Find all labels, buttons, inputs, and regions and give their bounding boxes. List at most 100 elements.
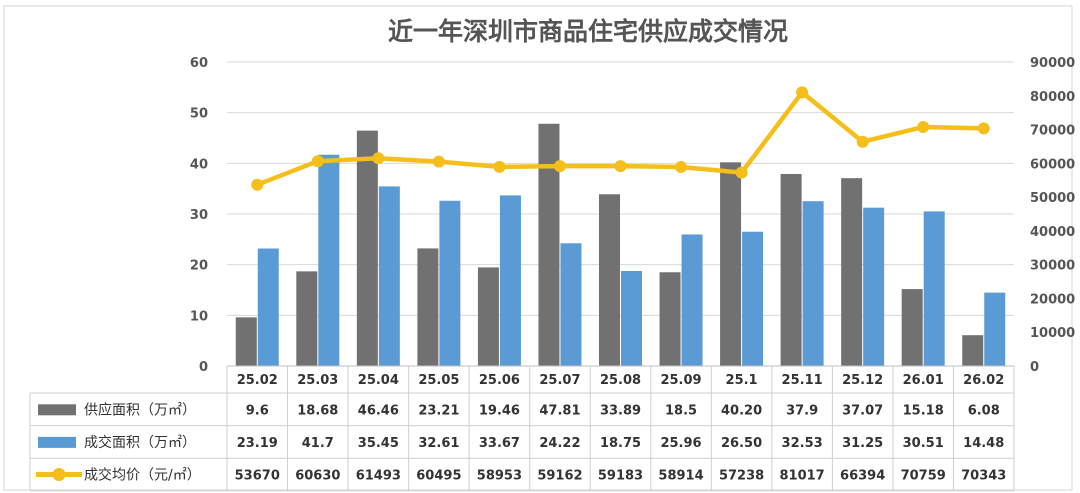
price-point [675, 161, 688, 174]
price-point [553, 160, 566, 173]
table-cell-value: 57238 [719, 469, 764, 484]
table-cell-value: 25.96 [660, 436, 701, 451]
right-tick-label: 30000 [1030, 259, 1075, 274]
left-tick-label: 60 [190, 56, 208, 71]
supply-bar [901, 289, 923, 366]
table-cell-value: 70759 [901, 469, 946, 484]
table-cell-value: 24.22 [539, 436, 580, 451]
table-cell-value: 40.20 [721, 403, 762, 418]
table-cell-value: 58953 [477, 469, 522, 484]
left-axis-ticks: 0 10 20 30 40 50 60 [190, 56, 208, 375]
supply-bar [720, 162, 742, 366]
table-cell-value: 33.67 [479, 436, 520, 451]
legend-label: 成交面积（万㎡） [84, 434, 196, 451]
category-label: 25.02 [237, 373, 278, 388]
table-cell-value: 23.21 [418, 403, 459, 418]
price-point [311, 155, 324, 168]
category-label: 25.12 [842, 373, 883, 388]
left-tick-label: 50 [190, 107, 208, 122]
supply-bar [659, 272, 681, 366]
legend-key-price-point [52, 468, 66, 481]
right-tick-label: 10000 [1030, 326, 1075, 341]
table-cell-value: 37.9 [786, 403, 818, 418]
deal-bar [984, 292, 1006, 366]
right-tick-label: 50000 [1030, 191, 1075, 206]
deal-bar [318, 154, 340, 366]
table-cell-value: 30.51 [903, 436, 944, 451]
price-point [432, 155, 445, 168]
chart-title: 近一年深圳市商品住宅供应成交情况 [388, 17, 788, 46]
right-tick-label: 90000 [1030, 56, 1075, 71]
table-cell-value: 81017 [779, 469, 824, 484]
left-tick-label: 0 [199, 360, 208, 375]
table-cell-value: 33.89 [600, 403, 641, 418]
category-label: 25.11 [782, 373, 823, 388]
table-cell-value: 60495 [416, 469, 461, 484]
chart-border [3, 5, 1073, 491]
right-tick-label: 40000 [1030, 225, 1075, 240]
category-label: 25.04 [358, 373, 399, 388]
right-tick-label: 0 [1030, 360, 1039, 375]
bars [235, 123, 1006, 366]
right-tick-label: 80000 [1030, 90, 1075, 105]
supply-bar [417, 248, 439, 366]
deal-bar [621, 271, 642, 366]
table-cell-value: 14.48 [963, 436, 1004, 451]
price-point [796, 86, 809, 99]
price-line [251, 86, 990, 191]
supply-bar [296, 271, 318, 366]
table-cell-value: 41.7 [302, 436, 334, 451]
table-cell-value: 59183 [598, 469, 643, 484]
table-cell-value: 60630 [295, 469, 340, 484]
table-cell-value: 35.45 [358, 436, 399, 451]
right-tick-label: 70000 [1030, 124, 1075, 139]
table-cell-value: 18.68 [297, 403, 338, 418]
table-cell-value: 61493 [356, 469, 401, 484]
price-point [917, 120, 930, 133]
table-cell-value: 46.46 [358, 403, 399, 418]
table-cell-value: 66394 [840, 469, 885, 484]
right-axis-ticks: 0 10000 20000 30000 40000 50000 60000 70000 8000… [1030, 56, 1075, 375]
table-cell-value: 18.5 [665, 403, 697, 418]
supply-bar [235, 317, 257, 366]
legend-label: 成交均价（元/㎡） [84, 467, 201, 484]
category-label: 25.08 [600, 373, 641, 388]
price-point [856, 135, 869, 148]
deal-bar [863, 207, 885, 366]
deal-bar [257, 248, 279, 366]
deal-bar [378, 186, 400, 366]
table-cell-value: 70343 [961, 469, 1006, 484]
table-cell-value: 47.81 [539, 403, 580, 418]
price-point [614, 160, 627, 173]
category-label: 25.1 [726, 373, 758, 388]
legend-key-supply [38, 404, 76, 416]
table-cell-value: 53670 [235, 469, 280, 484]
left-tick-label: 40 [190, 157, 208, 172]
price-point [251, 178, 264, 191]
supply-bar [962, 335, 984, 366]
price-point [493, 160, 506, 173]
category-label: 26.01 [903, 373, 944, 388]
left-tick-label: 30 [190, 208, 208, 223]
category-label: 25.07 [539, 373, 580, 388]
category-label: 25.05 [418, 373, 459, 388]
deal-bar [802, 201, 824, 366]
deal-bar [560, 243, 582, 366]
price-point [372, 152, 385, 165]
table-cell-value: 6.08 [968, 403, 1000, 418]
deal-bar [439, 200, 461, 366]
table-cell-value: 32.61 [418, 436, 459, 451]
table-cell-value: 31.25 [842, 436, 883, 451]
table-cell-value: 9.6 [246, 403, 269, 418]
left-tick-label: 10 [190, 309, 208, 324]
table-cell-value: 18.75 [600, 436, 641, 451]
category-label: 25.06 [479, 373, 520, 388]
table-cell-value: 19.46 [479, 403, 520, 418]
price-point [977, 122, 990, 135]
price-point [735, 166, 748, 179]
table-cell-value: 37.07 [842, 403, 883, 418]
table-cell-value: 32.53 [782, 436, 823, 451]
table-cell-value: 59162 [537, 469, 582, 484]
